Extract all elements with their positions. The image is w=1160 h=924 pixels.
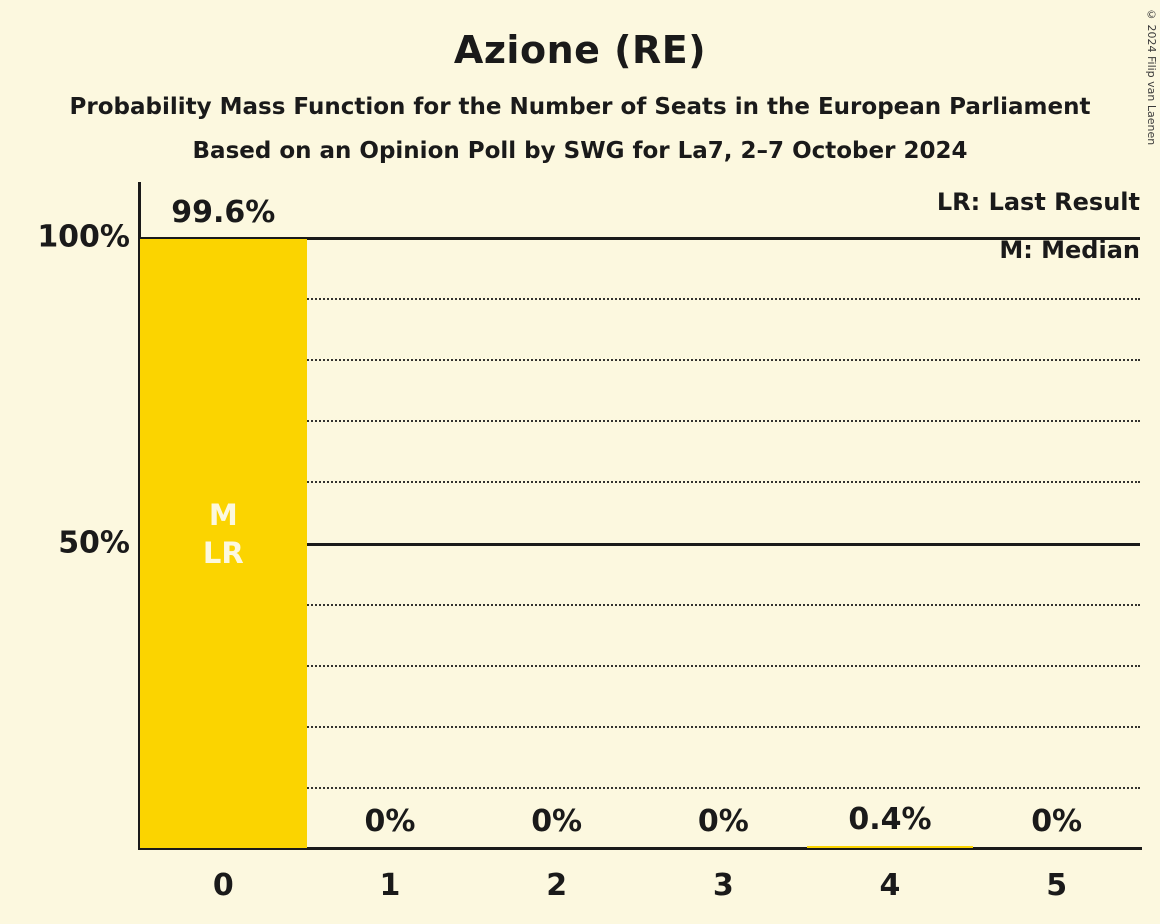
x-tick-4: 4 [879, 868, 901, 903]
chart-header: Azione (RE) Probability Mass Function fo… [0, 0, 1160, 164]
x-tick-0: 0 [212, 868, 234, 903]
x-tick-3: 3 [712, 868, 734, 903]
copyright-notice: © 2024 Filip van Laenen [1145, 8, 1158, 146]
chart-title: Azione (RE) [453, 28, 707, 72]
chart-poll-info: Based on an Opinion Poll by SWG for La7,… [192, 138, 968, 164]
y-tick-50: 50% [58, 525, 130, 560]
x-axis-line [138, 847, 1142, 850]
value-label-seats-3: 0% [697, 804, 749, 839]
gridline-10 [140, 786, 1140, 789]
gridline-80 [140, 359, 1140, 362]
y-tick-100: 100% [37, 219, 130, 255]
gridline-90 [140, 298, 1140, 301]
median-last-result-annotation: M LR [202, 497, 244, 570]
value-label-seats-1: 0% [364, 804, 416, 839]
value-label-seats-5: 0% [1031, 804, 1083, 839]
gridline-30 [140, 664, 1140, 667]
x-tick-2: 2 [546, 868, 568, 903]
x-tick-5: 5 [1046, 868, 1068, 903]
gridline-40 [140, 603, 1140, 606]
chart-subtitle: Probability Mass Function for the Number… [69, 94, 1091, 120]
gridline-20 [140, 725, 1140, 728]
bar-seats-0 [140, 239, 307, 848]
value-label-seats-0: 99.6% [171, 195, 276, 231]
y-axis-line [138, 182, 141, 850]
gridline-50 [140, 542, 1140, 546]
gridline-100 [140, 237, 1140, 240]
gridline-60 [140, 481, 1140, 484]
bar-seats-4 [806, 845, 974, 848]
legend-last-result: LR: Last Result [936, 188, 1140, 216]
x-tick-1: 1 [379, 868, 401, 903]
value-label-seats-2: 0% [531, 804, 583, 839]
gridline-70 [140, 420, 1140, 423]
legend-median: M: Median [999, 236, 1140, 264]
value-label-seats-4: 0.4% [848, 801, 932, 837]
